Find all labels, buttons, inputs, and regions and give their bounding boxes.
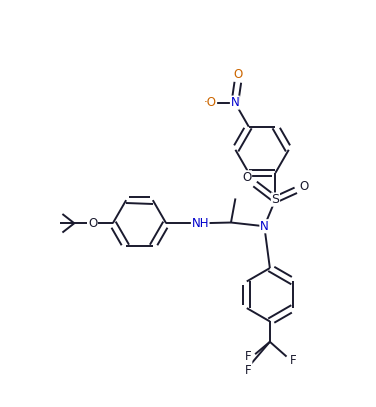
Text: O: O [299, 180, 309, 193]
Text: O: O [233, 68, 243, 81]
Text: F: F [290, 354, 297, 367]
Text: O: O [242, 171, 252, 184]
Text: O: O [88, 217, 97, 230]
Text: N: N [260, 220, 269, 233]
Text: S: S [271, 193, 279, 206]
Text: N: N [230, 96, 239, 109]
Text: NH: NH [191, 217, 209, 230]
Text: ·O: ·O [203, 96, 217, 109]
Text: F: F [245, 364, 252, 377]
Text: F: F [245, 350, 252, 363]
